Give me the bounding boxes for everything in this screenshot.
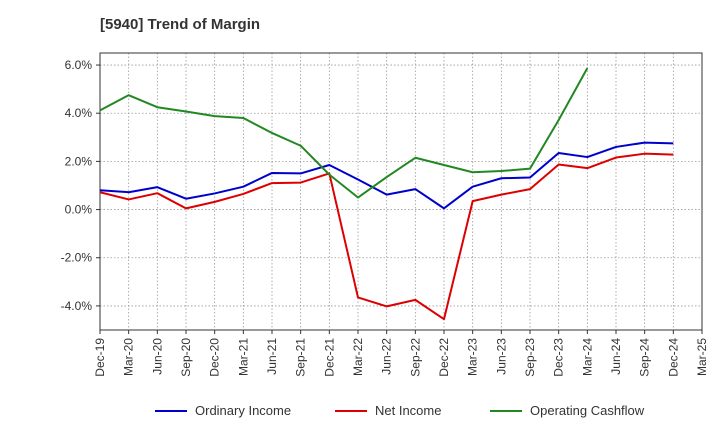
x-tick-label: Jun-24: [609, 338, 623, 375]
series-line-ordinary-income: [99, 141, 674, 210]
x-tick-label: Jun-21: [265, 338, 279, 375]
y-tick-label: 6.0%: [65, 58, 93, 72]
x-tick-label: Sep-22: [408, 338, 422, 377]
legend-label-ordinary-income: Ordinary Income: [195, 403, 291, 418]
x-tick-label: Mar-25: [695, 338, 709, 376]
x-tick-label: Mar-20: [122, 338, 136, 376]
y-tick-label: 4.0%: [65, 106, 93, 120]
x-tick-label: Mar-21: [236, 338, 250, 376]
x-tick-label: Jun-22: [380, 338, 394, 375]
y-tick-label: 2.0%: [65, 154, 93, 168]
x-tick-label: Dec-24: [666, 338, 680, 377]
x-tick-label: Dec-19: [93, 338, 107, 377]
y-tick-labels: 6.0% 4.0% 2.0% 0.0% -2.0% -4.0%: [61, 58, 100, 313]
x-tick-label: Sep-23: [523, 338, 537, 377]
y-tick-label: 0.0%: [65, 203, 93, 217]
x-tick-label: Mar-24: [580, 338, 594, 376]
y-tick-label: -4.0%: [61, 299, 93, 313]
series-line-net-income: [99, 152, 674, 321]
series-lines: [99, 67, 674, 321]
series-line-operating-cashflow: [99, 67, 589, 199]
legend: Ordinary Income Net Income Operating Cashf…: [155, 403, 645, 418]
legend-label-net-income: Net Income: [375, 403, 441, 418]
x-tick-label: Jun-20: [150, 338, 164, 375]
y-tick-label: -2.0%: [61, 251, 93, 265]
x-tick-label: Mar-22: [351, 338, 365, 376]
chart-title: [5940] Trend of Margin: [100, 16, 261, 33]
x-tick-label: Dec-23: [552, 338, 566, 377]
legend-label-operating-cashflow: Operating Cashflow: [530, 403, 645, 418]
x-tick-label: Sep-24: [638, 338, 652, 377]
x-tick-label: Dec-22: [437, 338, 451, 377]
x-tick-label: Dec-21: [322, 338, 336, 377]
x-tick-label: Jun-23: [494, 338, 508, 375]
x-tick-label: Dec-20: [208, 338, 222, 377]
plot-frame: [99, 52, 703, 331]
x-tick-label: Sep-20: [179, 338, 193, 377]
grid-lines: [100, 53, 702, 330]
x-tick-label: Mar-23: [466, 338, 480, 376]
x-tick-label: Sep-21: [294, 338, 308, 377]
x-tick-labels: Dec-19 Mar-20 Jun-20 Sep-20 Dec-20 Mar-21 Jun-…: [93, 330, 709, 377]
